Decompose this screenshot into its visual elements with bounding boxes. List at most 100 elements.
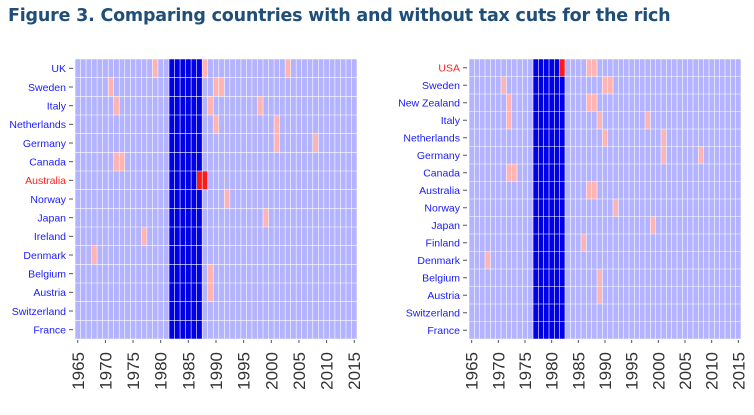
- x-label-1965: 1965: [463, 352, 482, 390]
- tax-cut-cell-germany-2001: [274, 133, 280, 153]
- tax-cut-cell-sweden-1971: [108, 77, 114, 97]
- grid-lines: [74, 58, 358, 340]
- x-label-2015: 2015: [345, 352, 364, 390]
- x-label-1970: 1970: [96, 352, 115, 390]
- x-label-2000: 2000: [262, 352, 281, 390]
- y-label-denmark: Denmark: [23, 250, 66, 262]
- y-label-austria: Austria: [427, 290, 460, 302]
- left-panel: UK Sweden Italy Netherlands Germany Canada Aus…: [9, 58, 364, 390]
- y-label-sweden: Sweden: [422, 80, 460, 92]
- tax-cut-cell-netherlands-2001: [274, 115, 280, 134]
- y-label-norway: Norway: [424, 203, 460, 215]
- x-label-1995: 1995: [235, 352, 254, 390]
- tax-cut-cell-new-zealand-1972: [506, 94, 512, 112]
- y-label-japan: Japan: [37, 212, 66, 224]
- x-label-1965: 1965: [69, 352, 88, 390]
- x-label-1990: 1990: [596, 352, 615, 390]
- tax-cut-cell-belgium-1989: [597, 269, 603, 287]
- tax-cut-cell-austria-1989: [207, 283, 214, 302]
- tax-cut-cell-netherlands-2001: [661, 129, 667, 147]
- treated-cut-cell-australia-1987: [196, 171, 203, 190]
- tax-cut-cell-germany-2008: [698, 146, 704, 164]
- x-label-2005: 2005: [290, 352, 309, 390]
- tax-cut-cell-new-zealand-1987: [586, 94, 592, 112]
- y-label-ireland: Ireland: [34, 231, 66, 243]
- tax-cut-cell-finland-1986: [581, 234, 587, 252]
- x-label-1990: 1990: [207, 352, 226, 390]
- y-label-usa: USA: [438, 63, 460, 75]
- tax-cut-cell-canada-1972: [113, 152, 120, 171]
- tax-cut-cell-canada-1972: [506, 164, 512, 182]
- x-label-1985: 1985: [569, 352, 588, 390]
- y-label-denmark: Denmark: [417, 255, 460, 267]
- x-label-1975: 1975: [124, 352, 143, 390]
- tax-cut-cell-germany-2008: [312, 133, 319, 153]
- y-label-italy: Italy: [47, 100, 67, 112]
- y-label-canada: Canada: [423, 168, 460, 180]
- y-label-japan: Japan: [431, 220, 460, 232]
- x-label-2010: 2010: [318, 352, 337, 390]
- y-label-belgium: Belgium: [422, 273, 460, 285]
- y-label-switzerland: Switzerland: [12, 306, 66, 318]
- tax-cut-cell-sweden-1991: [607, 76, 613, 94]
- plot-background: [75, 59, 357, 339]
- y-label-uk: UK: [51, 63, 66, 75]
- x-label-2005: 2005: [676, 352, 695, 390]
- tax-cut-cell-sweden-1990: [602, 76, 608, 94]
- tax-cut-cell-japan-1999: [263, 208, 269, 227]
- tax-cut-cell-netherlands-1990: [213, 115, 219, 134]
- tax-cut-cell-sweden-1990: [213, 77, 219, 97]
- y-label-switzerland: Switzerland: [406, 308, 460, 320]
- tax-cut-cell-italy-1998: [645, 111, 651, 129]
- y-label-netherlands: Netherlands: [403, 133, 460, 145]
- tax-cut-cell-italy-1989: [207, 96, 214, 115]
- tax-cut-cell-italy-1989: [597, 111, 603, 129]
- tax-cut-cell-italy-1972: [113, 96, 120, 115]
- x-label-1970: 1970: [489, 352, 508, 390]
- y-label-australia: Australia: [419, 185, 460, 197]
- x-label-2015: 2015: [729, 352, 748, 390]
- tax-cut-cell-netherlands-1990: [602, 129, 608, 147]
- x-label-1995: 1995: [623, 352, 642, 390]
- tax-cut-cell-uk-1979: [152, 59, 158, 78]
- tax-cut-cell-japan-1999: [650, 216, 656, 234]
- y-label-austria: Austria: [33, 287, 66, 299]
- x-label-2000: 2000: [649, 352, 668, 390]
- x-label-1980: 1980: [543, 352, 562, 390]
- tax-cut-cell-usa-1987: [586, 59, 592, 77]
- tax-cut-cell-canada-1973: [511, 164, 517, 182]
- tax-cut-cell-sweden-1971: [501, 76, 507, 94]
- tax-cut-cell-australia-1987: [586, 181, 592, 199]
- tax-cut-cell-denmark-1968: [485, 251, 491, 269]
- tax-cut-cell-austria-1989: [597, 286, 603, 304]
- figure-title: Figure 3. Comparing countries with and w…: [8, 6, 671, 26]
- right-panel: USA Sweden New Zealand Italy Netherlands Germ…: [398, 58, 748, 390]
- tax-cut-cell-sweden-1991: [218, 77, 225, 97]
- y-label-germany: Germany: [23, 138, 67, 150]
- x-label-1985: 1985: [179, 352, 198, 390]
- y-label-netherlands: Netherlands: [9, 119, 66, 131]
- y-label-france: France: [33, 324, 66, 336]
- y-label-france: France: [427, 325, 460, 337]
- tax-cut-cell-italy-1972: [506, 111, 512, 129]
- tax-cut-cell-new-zealand-1988: [591, 94, 597, 112]
- y-label-sweden: Sweden: [28, 82, 66, 94]
- y-label-germany: Germany: [417, 150, 461, 162]
- tax-cut-cell-usa-1988: [591, 59, 597, 77]
- x-label-1980: 1980: [152, 352, 171, 390]
- y-label-belgium: Belgium: [28, 268, 66, 280]
- tax-cut-cell-norway-1992: [224, 189, 230, 209]
- tax-cut-cell-canada-1973: [119, 152, 125, 171]
- grid-lines: [468, 58, 742, 340]
- x-label-1975: 1975: [516, 352, 535, 390]
- tax-cut-cell-germany-2001: [661, 146, 667, 164]
- tax-cut-cell-uk-1988: [202, 59, 208, 78]
- x-label-2010: 2010: [703, 352, 722, 390]
- y-label-norway: Norway: [30, 194, 66, 206]
- y-label-new-zealand: New Zealand: [398, 98, 460, 110]
- y-label-australia: Australia: [25, 175, 66, 187]
- tax-cut-cell-denmark-1968: [91, 245, 98, 265]
- tax-cut-cell-italy-1998: [257, 96, 263, 115]
- tax-cut-cell-uk-2003: [285, 59, 291, 78]
